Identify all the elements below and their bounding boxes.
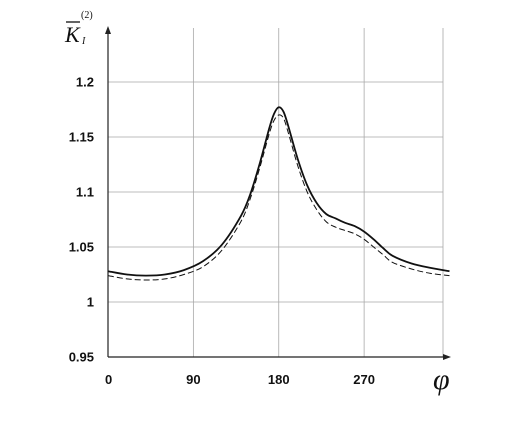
series [107, 106, 450, 281]
y-tick-label: 1.05 [69, 240, 94, 255]
y-label-superscript: (2) [81, 10, 93, 21]
y-tick-label: 1 [87, 295, 94, 310]
y-label-main: K [64, 22, 81, 47]
grid [108, 28, 444, 357]
y-tick-label: 1.1 [76, 185, 94, 200]
x-tick-label: 0 [105, 372, 112, 387]
y-tick-label: 1.15 [69, 130, 94, 145]
x-tick-label: 270 [353, 372, 375, 387]
y-axis-label: K (2) I [64, 10, 93, 47]
tick-labels: 0.95 1 1.05 1.1 1.15 1.2 0 90 180 270 [69, 75, 375, 388]
x-tick-label: 180 [268, 372, 290, 387]
y-tick-label: 0.95 [69, 350, 94, 365]
x-tick-label: 90 [186, 372, 200, 387]
series-line-solid [107, 106, 450, 277]
axes [105, 26, 451, 360]
x-axis-label: φ [433, 363, 450, 396]
x-axis-arrow [443, 354, 451, 360]
y-label-subscript: I [81, 36, 86, 47]
y-tick-label: 1.2 [76, 75, 94, 90]
series-line-dashed [107, 114, 450, 281]
y-axis-arrow [105, 26, 111, 34]
